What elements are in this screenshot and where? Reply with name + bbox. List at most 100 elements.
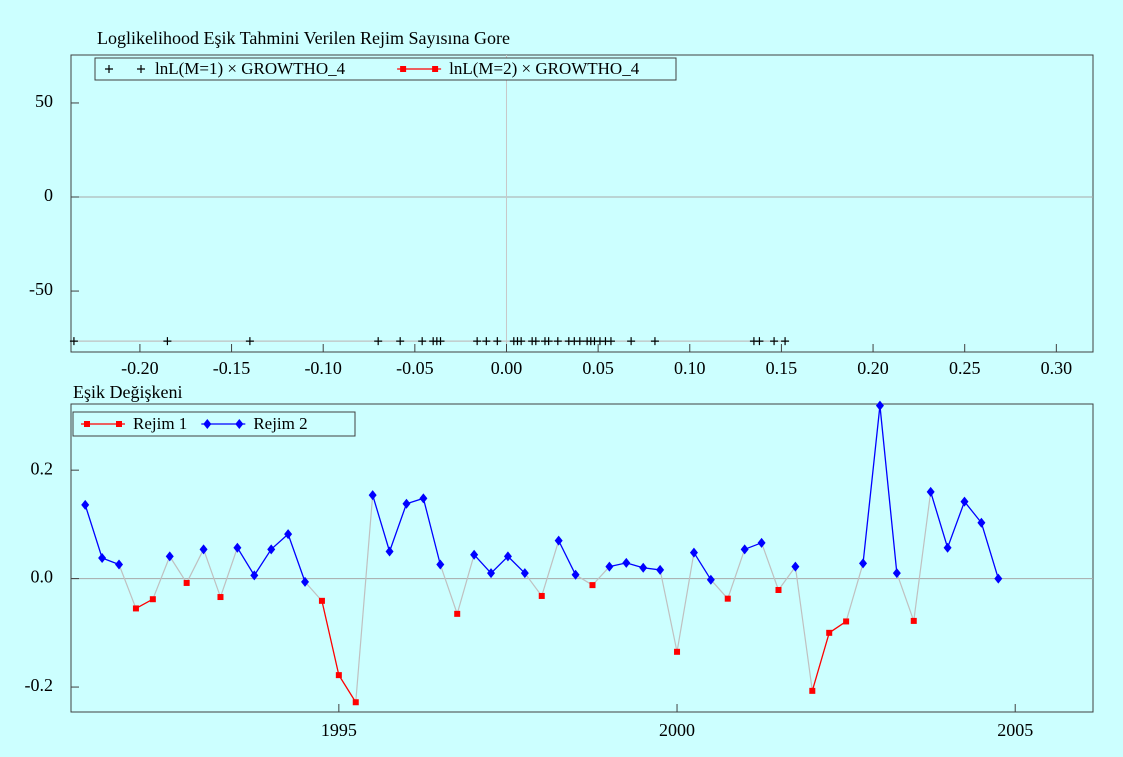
series-line: [609, 562, 661, 571]
plot-area: [70, 403, 1094, 713]
point: [199, 544, 208, 555]
connector: [152, 556, 171, 600]
y-tick-label: 50: [35, 91, 53, 111]
connector: [355, 495, 374, 703]
connector: [524, 572, 543, 597]
connector: [727, 549, 746, 599]
point: [571, 569, 580, 580]
legend-marker: [432, 66, 439, 72]
connector: [592, 566, 610, 586]
point: [81, 499, 90, 510]
point: [943, 542, 952, 553]
connector: [659, 569, 678, 652]
x-tick-label: 0.00: [491, 358, 523, 378]
point: [245, 337, 254, 346]
point: [165, 551, 174, 562]
connector: [710, 579, 729, 600]
connector: [778, 566, 796, 591]
point: [470, 549, 479, 560]
point: [301, 576, 310, 587]
point: [622, 557, 631, 568]
point: [352, 699, 359, 706]
point: [892, 568, 901, 579]
connector: [794, 566, 813, 691]
point: [217, 594, 224, 601]
point: [960, 496, 969, 507]
connector: [304, 581, 323, 602]
point: [98, 553, 107, 563]
x-tick-label: 0.05: [582, 358, 614, 378]
legend-label: lnL(M=2) × GROWTHO_4: [449, 59, 640, 78]
point: [605, 561, 614, 572]
point: [775, 586, 782, 593]
legend-marker: [84, 421, 90, 427]
point: [520, 568, 529, 579]
point: [589, 582, 596, 589]
x-tick-label: 1995: [321, 720, 357, 740]
point: [482, 337, 491, 346]
point: [674, 648, 681, 655]
point: [335, 672, 342, 679]
legend-marker: [137, 65, 145, 73]
legend-label: lnL(M=1) × GROWTHO_4: [155, 59, 346, 78]
connector: [913, 491, 932, 621]
point: [503, 551, 512, 562]
series-line: [693, 552, 712, 581]
point: [724, 595, 731, 602]
plot-area: [70, 54, 1094, 353]
series-line: [558, 540, 577, 576]
connector: [169, 556, 188, 584]
point: [163, 337, 172, 346]
point: [606, 337, 615, 346]
point: [402, 498, 411, 509]
point: [554, 535, 563, 546]
point: [531, 337, 540, 346]
x-tick-label: 0.20: [857, 358, 889, 378]
point: [233, 542, 242, 553]
point: [809, 687, 816, 694]
point: [419, 493, 428, 504]
point: [575, 337, 584, 346]
point: [639, 562, 648, 573]
x-tick-label: 0.30: [1041, 358, 1073, 378]
point: [374, 337, 383, 346]
point: [487, 568, 496, 579]
connector: [439, 564, 458, 615]
chart-title: Loglikelihood Eşik Tahmini Verilen Rejim…: [97, 28, 510, 48]
x-tick-label: 2005: [997, 720, 1033, 740]
y-tick-label: -0.2: [25, 675, 54, 695]
connector: [219, 547, 238, 598]
point: [454, 610, 461, 617]
y-tick-label: -50: [29, 279, 53, 299]
legend-marker: [116, 421, 122, 427]
point: [656, 564, 665, 575]
x-tick-label: 0.15: [766, 358, 798, 378]
point: [368, 490, 377, 501]
x-tick-label: 0.25: [949, 358, 981, 378]
point: [436, 337, 445, 346]
point: [994, 573, 1003, 584]
y-tick-label: 0.2: [31, 458, 54, 478]
y-tick-label: 0: [44, 185, 53, 205]
point: [910, 617, 917, 624]
legend-box: [94, 57, 677, 81]
point: [843, 618, 850, 625]
point: [318, 597, 325, 604]
point: [826, 629, 833, 636]
point: [149, 596, 156, 603]
connector: [186, 549, 205, 584]
point: [436, 559, 445, 570]
y-tick-label: 0.0: [31, 567, 54, 587]
connector: [896, 572, 915, 622]
point: [115, 559, 124, 570]
point: [781, 337, 790, 346]
connector: [203, 549, 222, 598]
point: [926, 486, 935, 497]
point: [859, 558, 868, 569]
point: [267, 544, 276, 555]
point: [473, 337, 482, 346]
connector: [541, 540, 560, 597]
point: [740, 544, 749, 555]
point: [493, 337, 502, 346]
